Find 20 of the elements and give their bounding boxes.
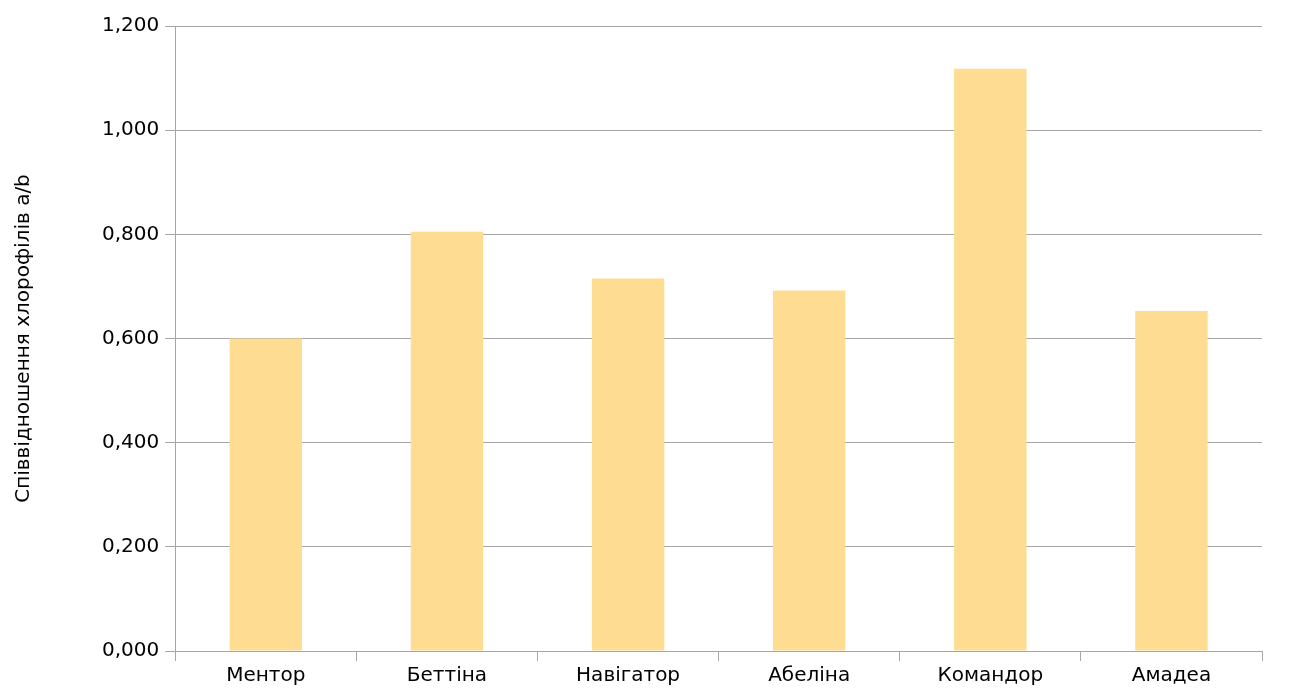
x-tick-label: Амадеа [1131,662,1212,687]
x-tick-label: Беттіна [406,662,488,687]
y-tick-label: 0,800 [101,220,160,245]
bar [591,278,665,651]
bar [954,68,1027,651]
x-tick-label: Ментор [226,662,306,687]
bar [410,231,484,651]
y-tick-label: 0,600 [101,324,160,349]
y-tick-label: 1,000 [101,116,160,141]
bar [229,338,303,651]
x-tick-label: Абеліна [768,662,851,687]
bar [1135,310,1208,651]
x-tick-label: Навігатор [576,662,681,687]
y-tick-label: 0,000 [101,637,160,662]
y-axis-title: Співвідношення хлорофілів a/b [10,174,35,503]
y-tick-label: 0,200 [101,533,160,558]
bar [772,290,846,651]
y-tick-label: 0,400 [101,428,160,453]
y-tick-label: 1,200 [101,12,160,37]
x-tick-label: Командор [937,662,1044,687]
